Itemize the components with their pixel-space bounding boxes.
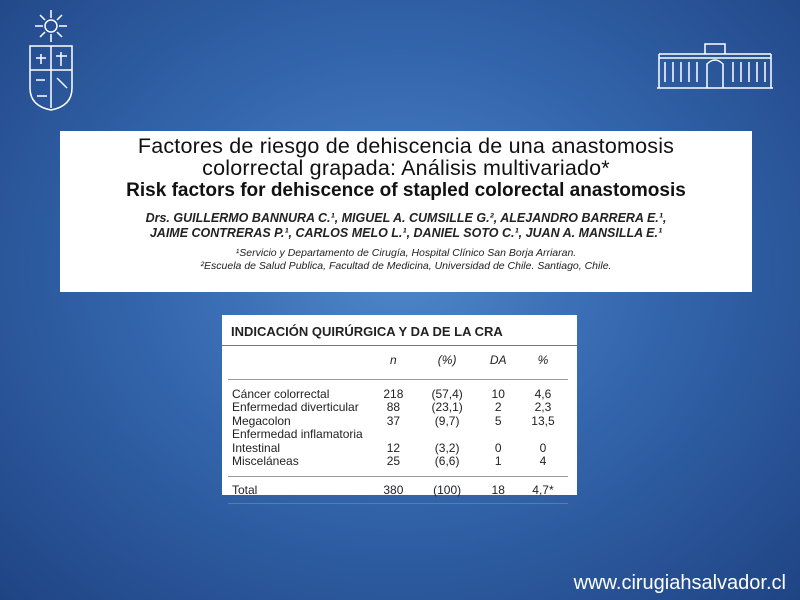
table-cell: 0 <box>494 440 502 455</box>
header-cell: DA <box>478 346 518 380</box>
paper-header: Factores de riesgo de dehiscencia de una… <box>60 131 752 292</box>
table-cell: 4,7* <box>517 475 568 504</box>
table-cell: 4 <box>539 454 547 468</box>
header-cell: % <box>517 346 568 380</box>
table-cell: 25 <box>386 454 401 468</box>
table-cell: Total <box>228 475 371 504</box>
table-cell: 12 <box>386 440 401 455</box>
table-cell: 1 <box>494 454 502 468</box>
table-cell: (9,7) <box>434 413 460 428</box>
affiliation: ²Escuela de Salud Publica, Facultad de M… <box>200 260 612 272</box>
table-cell: 5 <box>494 413 502 428</box>
table-title: INDICACIÓN QUIRÚRGICA Y DA DE LA CRA <box>222 315 577 346</box>
table-cell: Misceláneas <box>232 454 299 468</box>
affiliation: ¹Servicio y Departamento de Cirugía, Hos… <box>235 247 577 259</box>
header-cell <box>228 346 371 380</box>
paper-title: Factores de riesgo de dehiscencia de una… <box>137 134 675 158</box>
table-row: Misceláneas 25 (6,6) 1 4 <box>228 454 568 476</box>
table-cell: 218 <box>383 386 404 401</box>
table-cell: 18 <box>478 475 518 504</box>
header-cell: n <box>371 346 416 380</box>
authors: JAIME CONTRERAS P.¹, CARLOS MELO L.¹, DA… <box>149 226 663 240</box>
building-logo <box>657 43 773 89</box>
table-cell: Cáncer colorrectal <box>232 386 330 401</box>
table-cell: 380 <box>371 475 416 504</box>
header-cell: (%) <box>415 346 479 380</box>
table-row: Cáncer colorrectal 218 (57,4) 10 4,6 <box>228 379 568 401</box>
english-title: Risk factors for dehiscence of stapled c… <box>126 180 686 201</box>
table-cell: Enfermedad diverticular <box>232 400 359 414</box>
table-cell: 2 <box>494 400 502 414</box>
total-row: Total 380 (100) 18 4,7* <box>228 475 568 504</box>
table-cell: 4,6 <box>534 386 552 401</box>
table-cell: Intestinal <box>232 440 281 455</box>
table-cell: 88 <box>386 400 401 414</box>
table-row: Intestinal 12 (3,2) 0 0 <box>228 440 568 456</box>
data-table: INDICACIÓN QUIRÚRGICA Y DA DE LA CRA n (%… <box>222 315 577 504</box>
website-url: www.cirugiahsalvador.cl <box>573 572 786 594</box>
table-row: Enfermedad inflamatoria <box>228 427 568 442</box>
table-cell: (23,1) <box>431 400 463 414</box>
table-cell: (57,4) <box>431 386 463 401</box>
table-cell: Megacolon <box>232 413 291 428</box>
table-cell: 0 <box>539 440 547 455</box>
table-row: Megacolon 37 (9,7) 5 13,5 <box>228 413 568 429</box>
table: n (%) DA% Cáncer colorrectal 218 (57,4) 10 4,6 E… <box>228 346 568 504</box>
table-cell: 2,3 <box>534 400 552 414</box>
table-cell: (6,6) <box>434 454 460 468</box>
authors: Drs. GUILLERMO BANNURA C.¹, MIGUEL A. CU… <box>145 211 667 225</box>
university-emblem <box>29 10 73 111</box>
table-cell: 37 <box>386 413 401 428</box>
table-cell: (100) <box>415 475 479 504</box>
table-cell: 13,5 <box>531 413 555 428</box>
table-row: Enfermedad diverticular 88 (23,1) 2 2,3 <box>228 400 568 415</box>
header-row: n (%) DA% <box>228 346 568 380</box>
table-cell: Enfermedad inflamatoria <box>232 427 363 441</box>
table-cell: (3,2) <box>434 440 460 455</box>
paper-title: colorrectal grapada: Análisis multivaria… <box>202 156 610 180</box>
table-cell: 10 <box>491 386 505 401</box>
